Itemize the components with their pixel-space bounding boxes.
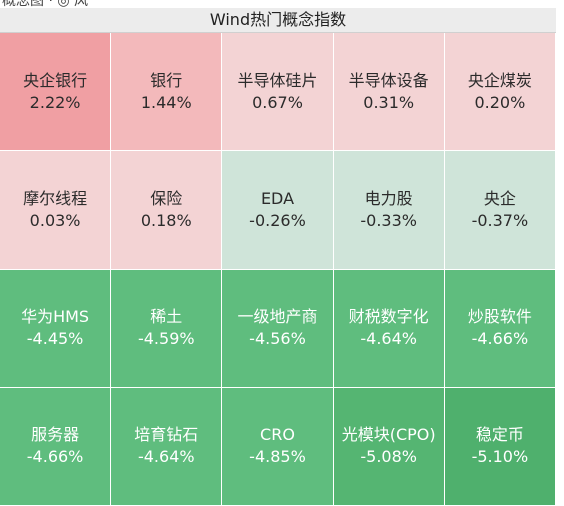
heatmap-tile[interactable]: 一级地产商 -4.56%	[222, 269, 334, 388]
tile-name: 稀土	[150, 307, 183, 327]
tile-name: 半导体硅片	[237, 70, 318, 90]
heatmap-tile[interactable]: 光模块(CPO) -5.08%	[333, 387, 445, 506]
tile-name: 华为HMS	[21, 307, 90, 327]
tile-change: 0.31%	[363, 92, 415, 112]
tile-name: 炒股软件	[467, 307, 532, 327]
tile-name: 银行	[150, 70, 183, 90]
heatmap-tile[interactable]: 财税数字化 -4.64%	[333, 269, 445, 388]
tile-name: 半导体设备	[348, 70, 429, 90]
heatmap-tile[interactable]: 央企 -0.37%	[444, 151, 556, 270]
top-strip: 概念图 · ◎ 风	[0, 0, 564, 8]
tile-change: -0.33%	[360, 210, 417, 230]
heatmap-tile[interactable]: 银行 1.44%	[111, 33, 223, 152]
heatmap-tile[interactable]: EDA -0.26%	[222, 151, 334, 270]
heatmap-tile[interactable]: 半导体硅片 0.67%	[222, 33, 334, 152]
tile-change: -5.10%	[471, 447, 529, 467]
tile-name: 央企	[483, 188, 516, 208]
tile-change: -4.45%	[26, 329, 84, 349]
tile-change: -4.64%	[360, 329, 417, 349]
heatmap-tile[interactable]: 稳定币 -5.10%	[444, 387, 556, 506]
heatmap-tile[interactable]: 电力股 -0.33%	[333, 151, 445, 270]
tile-change: -4.64%	[137, 447, 195, 467]
chart-title: Wind热门概念指数	[0, 8, 556, 33]
tile-change: 0.67%	[252, 92, 303, 112]
tile-name: 培育钻石	[134, 425, 199, 445]
tile-name: 一级地产商	[237, 307, 318, 327]
right-gutter	[556, 0, 564, 506]
tile-name: CRO	[260, 425, 295, 445]
tile-name: 稳定币	[475, 425, 524, 445]
tile-name: 摩尔线程	[23, 188, 88, 208]
heatmap-tile[interactable]: 炒股软件 -4.66%	[444, 269, 556, 388]
tile-change: -0.26%	[249, 210, 306, 230]
tile-change: 0.20%	[474, 92, 526, 112]
tile-change: 1.44%	[140, 92, 192, 112]
heatmap-tile[interactable]: 稀土 -4.59%	[111, 269, 223, 388]
tile-change: -4.59%	[137, 329, 195, 349]
tile-name: 光模块(CPO)	[341, 425, 436, 445]
heatmap-tile[interactable]: 服务器 -4.66%	[0, 387, 112, 506]
heatmap-tile[interactable]: 培育钻石 -4.64%	[111, 387, 223, 506]
tile-change: 0.18%	[140, 210, 192, 230]
heatmap-grid: 央企银行 2.22% 银行 1.44% 半导体硅片 0.67% 半导体设备 0.31% 央企煤炭…	[0, 33, 556, 506]
heatmap-tile[interactable]: CRO -4.85%	[222, 387, 334, 506]
top-strip-text: 概念图 · ◎ 风	[2, 0, 89, 8]
tile-name: 财税数字化	[348, 307, 429, 327]
tile-change: -4.66%	[26, 447, 84, 467]
heatmap-tile[interactable]: 摩尔线程 0.03%	[0, 151, 112, 270]
heatmap-tile[interactable]: 华为HMS -4.45%	[0, 269, 112, 388]
tile-change: -4.56%	[249, 329, 306, 349]
tile-change: -0.37%	[471, 210, 529, 230]
tile-change: -4.85%	[249, 447, 306, 467]
tile-change: -5.08%	[360, 447, 417, 467]
tile-name: 保险	[150, 188, 183, 208]
tile-name: 央企煤炭	[467, 70, 532, 90]
tile-change: -4.66%	[471, 329, 529, 349]
tile-name: 央企银行	[23, 70, 88, 90]
heatmap-tile[interactable]: 央企银行 2.22%	[0, 33, 112, 152]
heatmap-tile[interactable]: 保险 0.18%	[111, 151, 223, 270]
tile-name: EDA	[260, 188, 295, 208]
tile-change: 2.22%	[29, 92, 81, 112]
heatmap-tile[interactable]: 央企煤炭 0.20%	[444, 33, 556, 152]
tile-change: 0.03%	[29, 210, 81, 230]
tile-name: 服务器	[31, 425, 80, 445]
heatmap-tile[interactable]: 半导体设备 0.31%	[333, 33, 445, 152]
tile-name: 电力股	[364, 188, 413, 208]
